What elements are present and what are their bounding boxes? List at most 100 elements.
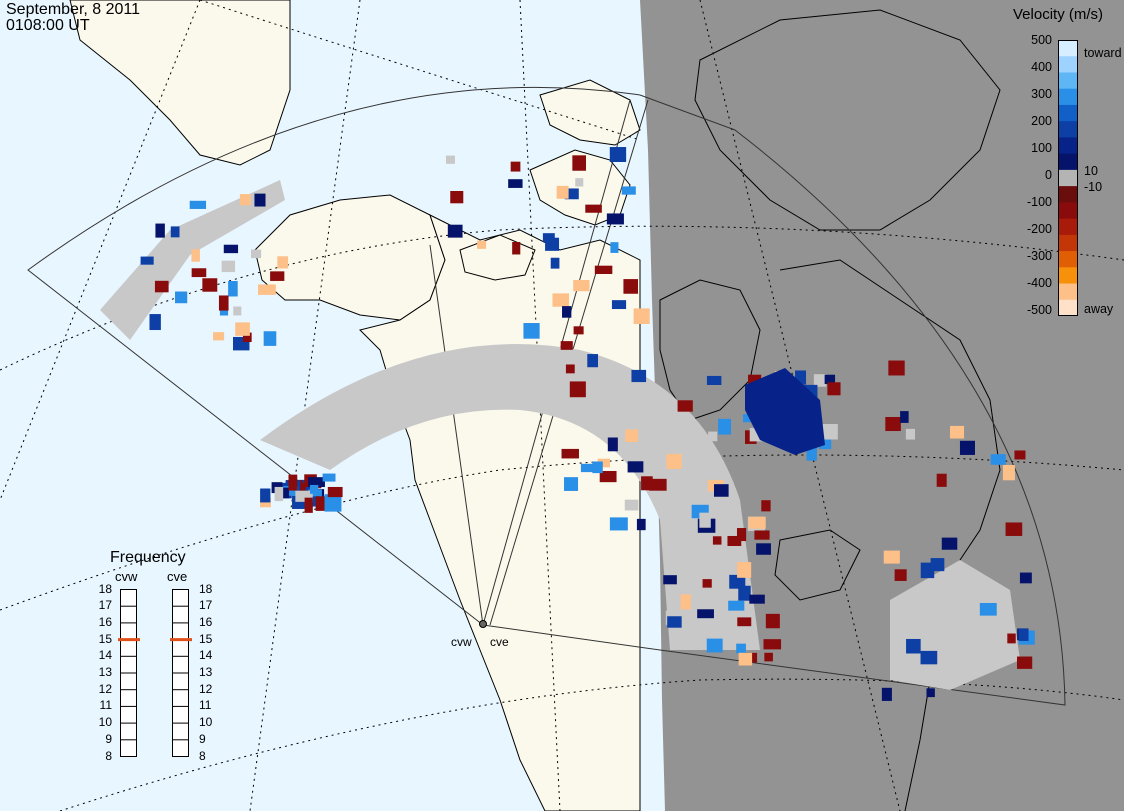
velocity-cell [936,473,947,487]
velocity-cell [189,200,207,209]
colorbar-segment [1058,267,1078,285]
velocity-cell [155,223,165,238]
velocity-cell [806,444,817,461]
velocity-cell [729,574,746,589]
colorbar-tick-label: -500 [1026,303,1052,317]
velocity-cell [550,257,560,269]
ground-scatter-west [100,180,285,340]
beam-line [429,244,484,626]
velocity-cell [324,496,342,512]
velocity-cell [965,616,976,631]
frequency-scale-label: 17 [199,598,213,613]
colorbar-segment [1058,234,1078,252]
velocity-cell [708,431,718,442]
ground-scatter-arc [260,344,760,650]
velocity-cell [738,585,751,601]
velocity-cell [228,281,238,297]
velocity-cell [663,575,677,585]
velocity-cell [508,179,523,188]
velocity-cell [706,375,722,386]
velocity-cell [881,687,892,701]
velocity-cell [641,476,653,491]
velocity-cell [697,609,714,619]
colorbar-tick-label: 400 [1031,60,1052,74]
velocity-cell [235,322,250,336]
velocity-cell [327,486,343,498]
velocity-cell [822,424,838,440]
velocity-cell [221,260,236,273]
greenland-coast [694,9,1001,231]
velocity-cell [140,256,154,265]
velocity-cell [560,341,573,350]
velocity-cell [728,600,745,611]
velocity-cell [573,279,590,292]
velocity-cell [149,314,161,331]
velocity-cell [277,487,290,499]
velocity-cell [277,256,289,269]
colorbar-tick-label: -100 [1026,195,1052,209]
frequency-scale-label: 9 [199,731,206,746]
velocity-cell [564,477,579,491]
velocity-cell [611,300,627,310]
velocity-cell [979,602,997,616]
velocity-cell [990,454,1006,465]
colorbar-tick-right: -10 [1084,180,1103,194]
velocity-cell [213,332,225,341]
frequency-scale-label: 10 [98,715,112,730]
velocity-cell [592,461,603,474]
velocity-cell [754,530,770,540]
velocity-cell [905,428,916,440]
velocity-cell [824,374,836,385]
colorbar-tick-label: 0 [1045,168,1052,182]
colorbar-away-label: away [1084,302,1114,316]
colorbar-title: Velocity (m/s) [1013,6,1104,23]
velocity-cell [311,496,320,507]
velocity-cell [154,280,169,293]
velocity-cell [699,512,711,528]
chukotka-landmass [69,0,291,166]
velocity-cell [795,370,807,385]
colorbar-border [1058,40,1078,316]
velocity-cell [575,178,584,187]
velocity-cell [447,224,463,238]
frequency-scale-label: 13 [199,665,213,679]
velocity-cell [572,155,587,171]
longitude-line [249,0,361,811]
velocity-cell [749,594,765,604]
velocity-cell [260,488,271,503]
velocity-cell [202,278,218,292]
velocity-cell [242,332,252,343]
latitude-line [0,225,1124,371]
velocity-cell [906,638,921,654]
frequency-scale-label: 11 [199,698,212,713]
velocity-cell [260,497,271,508]
velocity-cell [765,613,780,629]
velocity-cell [649,478,667,491]
velocity-cell [564,188,579,200]
colorbar-segment [1058,137,1078,155]
velocity-cell [894,569,907,581]
velocity-cell [445,155,455,164]
velocity-cell [727,535,742,546]
velocity-cell [1016,656,1033,669]
velocity-cell [633,308,650,324]
colorbar-toward-label: toward [1084,46,1122,60]
velocity-cell [736,528,747,542]
velocity-cell [552,293,570,307]
velocity-cell [1005,522,1023,536]
velocity-cell [883,550,900,564]
velocity-cell [562,306,572,318]
velocity-cluster [745,368,825,455]
frequency-bars [118,589,192,757]
velocity-cell [587,354,599,368]
colorbar-segment [1058,121,1078,138]
colorbar-tick-label: 300 [1031,87,1052,101]
velocity-cell [450,190,464,204]
velocity-cell [1014,450,1026,460]
velocity-cell [556,185,569,199]
frequency-scale-label: 14 [199,648,213,663]
velocity-cell [761,500,771,512]
colorbar-segment [1058,299,1078,316]
velocity-cell [926,688,935,698]
velocity-cell [254,193,266,207]
